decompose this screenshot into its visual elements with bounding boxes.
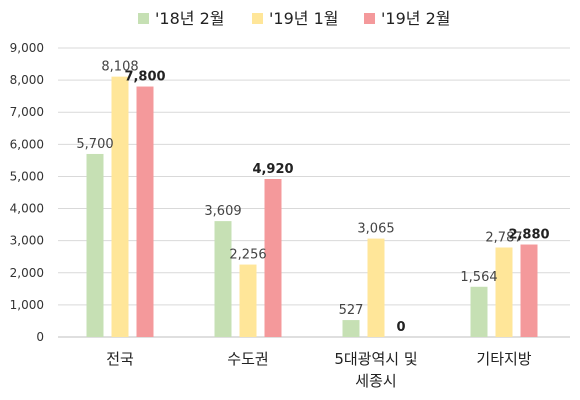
y-tick-label: 1,000	[10, 298, 44, 312]
legend-item: '19년 1월	[252, 9, 338, 28]
y-tick-label: 2,000	[10, 266, 44, 280]
y-tick-label: 9,000	[10, 41, 44, 55]
legend-swatch	[364, 13, 375, 24]
x-tick-label: 수도권	[227, 350, 268, 368]
bar	[111, 76, 129, 337]
bar	[520, 244, 538, 337]
data-label: 5,700	[76, 137, 113, 152]
bar	[239, 264, 257, 337]
y-tick-label: 8,000	[10, 73, 44, 87]
legend-label: '19년 1월	[269, 9, 338, 28]
bar	[136, 86, 154, 338]
legend-item: '18년 2월	[138, 9, 224, 28]
y-tick-label: 3,000	[10, 234, 44, 248]
data-labels: 5,700 3,609 527 1,564 8,108 2,256 3,065 2,787 7,…	[76, 60, 549, 335]
bar	[342, 320, 360, 337]
data-label: 8,108	[101, 60, 138, 75]
data-label: 2,787	[485, 231, 522, 246]
bar	[495, 247, 513, 337]
bar	[470, 286, 488, 337]
data-label: 1,564	[460, 270, 497, 285]
y-axis: 0 1,000 2,000 3,000 4,000 5,000 6,000 7,000 8,00…	[10, 41, 44, 344]
data-label: 527	[339, 303, 364, 318]
bar	[367, 238, 385, 337]
x-tick-label: 세종시	[355, 372, 396, 390]
bars	[86, 76, 538, 338]
data-label: 0	[396, 320, 405, 335]
data-label: 4,920	[252, 162, 293, 177]
y-tick-label: 0	[36, 330, 44, 344]
x-tick-label: 전국	[106, 350, 134, 368]
y-tick-label: 7,000	[10, 105, 44, 119]
bar	[214, 221, 232, 337]
legend-swatch	[138, 13, 149, 24]
x-tick-label: 5대광역시 및	[334, 350, 417, 368]
y-tick-label: 6,000	[10, 137, 44, 151]
legend-label: '18년 2월	[155, 9, 224, 28]
gridlines	[58, 47, 570, 338]
x-tick-label: 기타지방	[476, 350, 531, 368]
legend: '18년 2월 '19년 1월 '19년 2월	[138, 9, 450, 28]
bar	[264, 179, 282, 337]
legend-swatch	[252, 13, 263, 24]
data-label: 2,880	[508, 228, 549, 243]
data-label: 7,800	[124, 70, 165, 85]
data-label: 3,065	[357, 222, 394, 237]
legend-label: '19년 2월	[381, 9, 450, 28]
data-label: 3,609	[204, 204, 241, 219]
legend-item: '19년 2월	[364, 9, 450, 28]
y-tick-label: 5,000	[10, 169, 44, 183]
data-label: 2,256	[229, 248, 266, 263]
y-tick-label: 4,000	[10, 202, 44, 216]
bar	[86, 153, 104, 337]
